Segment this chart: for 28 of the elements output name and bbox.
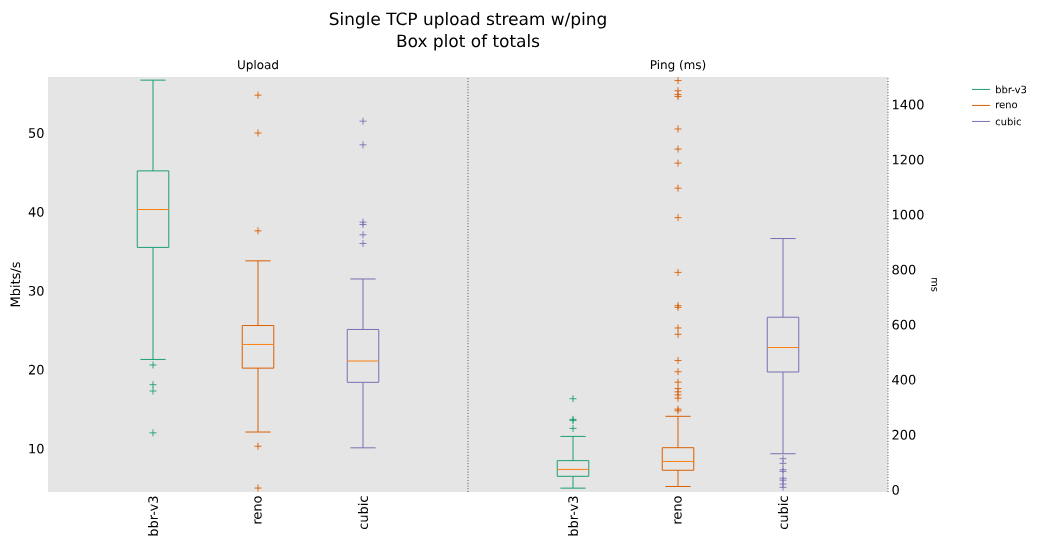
y-tick-label: 20	[28, 364, 44, 375]
text: Single TCP upload stream w/ping	[329, 12, 606, 29]
x-tick-label: cubic	[777, 496, 789, 530]
y-tick-label: 40	[28, 207, 44, 217]
y-tick-label: 1400	[892, 99, 924, 110]
y-axis-title: Mbits/s	[10, 262, 22, 307]
x-tick-label: reno	[254, 496, 262, 524]
chart-title: Ping (ms)	[650, 59, 706, 72]
y-tick-label: 400	[892, 374, 916, 385]
y-tick-label: 10	[29, 443, 44, 454]
y-tick-label: 600	[892, 319, 916, 330]
y-tick-label: 1200	[892, 154, 924, 165]
y-axis-title: ms	[931, 277, 938, 292]
y-tick-label: 1000	[892, 209, 924, 220]
y-tick-label: 0	[892, 484, 899, 495]
legend-label: reno	[996, 102, 1018, 109]
legend-label: bbr-v3	[996, 85, 1027, 94]
x-tick-label: bbr-v3	[147, 496, 159, 536]
legend-label: cubic	[995, 117, 1021, 126]
x-tick-label: bbr-v3	[567, 496, 579, 536]
text: Box plot of totals	[397, 34, 540, 51]
x-tick-label: cubic	[357, 496, 369, 530]
chart-title: Upload	[238, 59, 278, 72]
y-tick-label: 30	[28, 285, 44, 296]
x-tick-label: reno	[674, 496, 682, 524]
y-tick-label: 50	[29, 128, 44, 138]
y-tick-label: 800	[892, 264, 916, 275]
y-tick-label: 200	[892, 429, 916, 440]
